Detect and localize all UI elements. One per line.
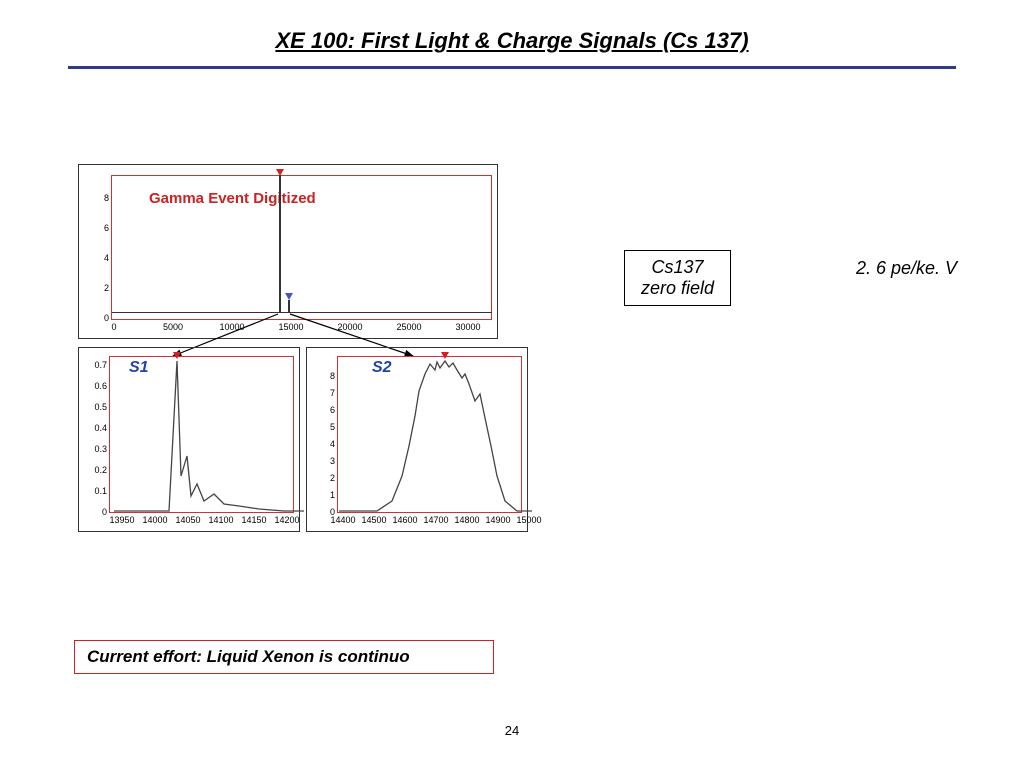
y-tick: 4	[307, 439, 335, 449]
x-tick: 14400	[330, 515, 355, 525]
y-tick: 0	[79, 507, 107, 517]
x-tick: 14600	[392, 515, 417, 525]
main-peak	[279, 175, 281, 312]
peak-marker-icon	[285, 293, 293, 300]
x-tick: 14150	[241, 515, 266, 525]
pe-per-kev-label: 2. 6 pe/ke. V	[856, 258, 957, 279]
y-tick: 0.2	[79, 465, 107, 475]
y-tick: 0.5	[79, 402, 107, 412]
x-tick: 14900	[485, 515, 510, 525]
title-underline	[68, 66, 956, 69]
slide-title: XE 100: First Light & Charge Signals (Cs…	[0, 0, 1024, 66]
y-tick: 0.6	[79, 381, 107, 391]
peak-marker-icon	[441, 352, 449, 359]
x-tick: 13950	[109, 515, 134, 525]
x-tick: 14700	[423, 515, 448, 525]
cs137-info-box: Cs137 zero field	[624, 250, 731, 306]
x-tick: 5000	[163, 322, 183, 332]
secondary-peak	[288, 300, 290, 312]
y-tick: 0.3	[79, 444, 107, 454]
y-tick: 6	[307, 405, 335, 415]
baseline	[112, 312, 492, 313]
s1-signal	[109, 356, 304, 516]
y-tick: 0.7	[79, 360, 107, 370]
x-tick: 20000	[337, 322, 362, 332]
y-tick: 8	[81, 193, 109, 203]
y-tick: 2	[307, 473, 335, 483]
y-tick: 5	[307, 422, 335, 432]
x-tick: 15000	[516, 515, 541, 525]
y-tick: 0	[81, 313, 109, 323]
page-number: 24	[505, 723, 519, 738]
gamma-event-chart: Gamma Event Digitized 0 2 4 6 8 0 5000 1…	[78, 164, 498, 339]
x-tick: 25000	[396, 322, 421, 332]
detail-charts: S1 0 0.1 0.2 0.3 0.4 0.5 0.6 0.7 13950 1…	[78, 347, 528, 532]
x-tick: 14200	[274, 515, 299, 525]
y-tick: 1	[307, 490, 335, 500]
peak-marker-icon	[173, 352, 181, 359]
y-tick: 3	[307, 456, 335, 466]
x-tick: 15000	[278, 322, 303, 332]
cs137-line1: Cs137	[641, 257, 714, 278]
y-tick: 8	[307, 371, 335, 381]
y-tick: 4	[81, 253, 109, 263]
cs137-line2: zero field	[641, 278, 714, 299]
y-tick: 6	[81, 223, 109, 233]
peak-marker-icon	[276, 169, 284, 176]
x-tick: 14100	[208, 515, 233, 525]
y-tick: 2	[81, 283, 109, 293]
s2-signal	[337, 356, 532, 516]
x-tick: 30000	[455, 322, 480, 332]
x-tick: 14050	[175, 515, 200, 525]
x-tick: 14500	[361, 515, 386, 525]
y-tick: 0.1	[79, 486, 107, 496]
x-tick: 10000	[219, 322, 244, 332]
gamma-event-label: Gamma Event Digitized	[149, 190, 316, 207]
x-tick: 0	[111, 322, 116, 332]
s1-chart: S1 0 0.1 0.2 0.3 0.4 0.5 0.6 0.7 13950 1…	[78, 347, 300, 532]
x-tick: 14000	[142, 515, 167, 525]
current-effort-box: Current effort: Liquid Xenon is continuo	[74, 640, 494, 674]
s2-chart: S2 0 1 2 3 4 5 6 7 8 14400 14500 14600 1…	[306, 347, 528, 532]
x-tick: 14800	[454, 515, 479, 525]
charts-region: Gamma Event Digitized 0 2 4 6 8 0 5000 1…	[78, 164, 528, 532]
y-tick: 7	[307, 388, 335, 398]
y-tick: 0.4	[79, 423, 107, 433]
